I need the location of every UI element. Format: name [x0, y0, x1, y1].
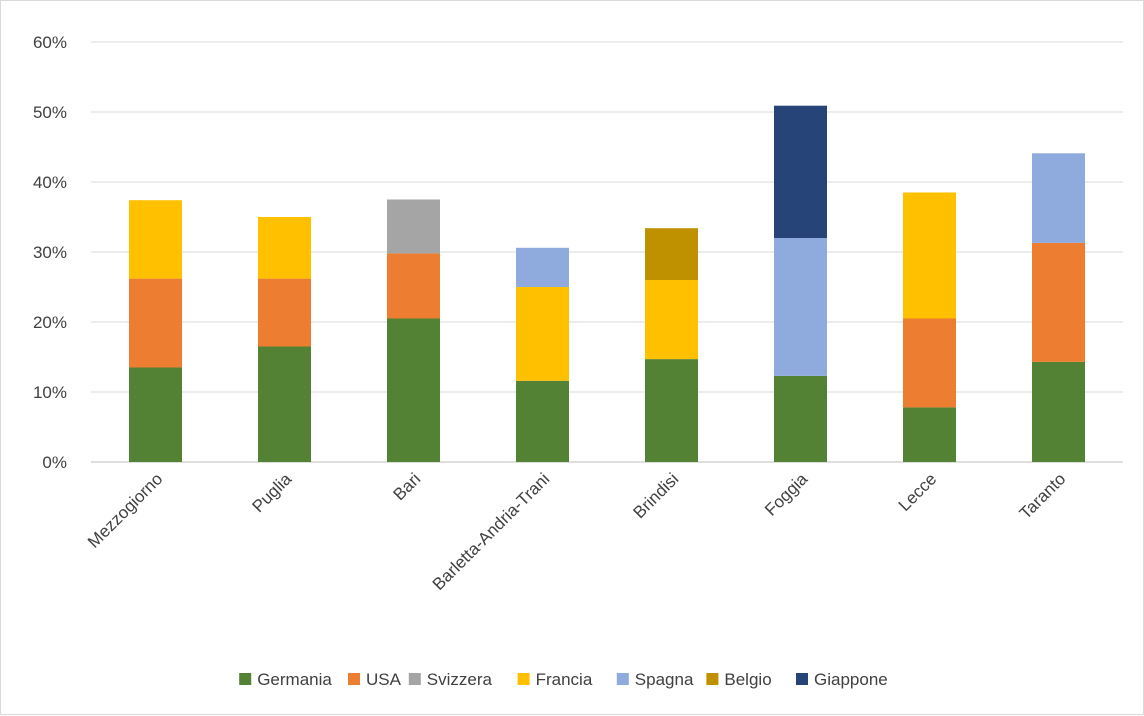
legend-item: USA	[348, 670, 402, 689]
bar-segment	[129, 200, 182, 279]
bar-segment	[774, 105, 827, 238]
bar-segment	[645, 228, 698, 280]
y-tick-label: 10%	[33, 383, 67, 402]
bar-segment	[258, 217, 311, 279]
legend-item: Belgio	[706, 670, 772, 689]
legend-item: Giappone	[796, 670, 888, 689]
bar-segment	[387, 253, 440, 319]
legend-label: Svizzera	[427, 670, 493, 689]
bar-segment	[645, 359, 698, 462]
legend-label: Germania	[257, 670, 332, 689]
legend-item: Germania	[239, 670, 332, 689]
legend-label: Belgio	[724, 670, 771, 689]
legend: Germania USA Svizzera Francia Spagna Belgio Gi…	[239, 670, 888, 689]
bar-segment	[1032, 361, 1085, 462]
bar-segment	[1032, 242, 1085, 362]
bar-segment	[774, 238, 827, 376]
bar-segment	[774, 375, 827, 462]
legend-swatch	[517, 673, 530, 685]
legend-label: USA	[366, 670, 402, 689]
y-tick-label: 0%	[42, 453, 67, 472]
legend-swatch	[616, 673, 629, 685]
bar-segment	[387, 318, 440, 462]
category-label: Mezzogiorno	[84, 469, 166, 551]
legend-label: Spagna	[635, 670, 694, 689]
category-label: Lecce	[895, 469, 941, 515]
legend-swatch	[239, 673, 252, 685]
bar-segment	[645, 280, 698, 360]
bar-segment	[903, 192, 956, 319]
bar-segment	[129, 367, 182, 462]
x-axis-labels: Mezzogiorno Puglia Bari Barletta-Andria-Tra…	[84, 469, 1069, 594]
bar-segment	[516, 380, 569, 462]
category-label: Brindisi	[629, 469, 682, 522]
y-tick-label: 30%	[33, 243, 67, 262]
bar-segment	[903, 407, 956, 462]
legend-swatch	[348, 673, 360, 685]
legend-swatch	[706, 673, 719, 685]
category-label: Bari	[390, 469, 425, 504]
gridlines	[91, 41, 1123, 463]
legend-label: Francia	[536, 670, 593, 689]
legend-swatch	[408, 673, 421, 685]
bar-segment	[903, 318, 956, 408]
legend-item: Svizzera	[408, 670, 493, 689]
bar-segment	[516, 287, 569, 381]
y-tick-label: 40%	[33, 173, 67, 192]
category-label: Barletta-Andria-Trani	[429, 469, 554, 594]
bar-segment	[1032, 153, 1085, 243]
bar-segment	[516, 247, 569, 287]
y-tick-label: 50%	[33, 103, 67, 122]
legend-swatch	[796, 673, 808, 685]
category-label: Foggia	[761, 469, 812, 520]
bar-segment	[258, 346, 311, 462]
y-tick-label: 60%	[33, 33, 67, 52]
legend-item: Spagna	[616, 670, 694, 689]
bar-segment	[129, 278, 182, 368]
bar-segment	[387, 199, 440, 254]
y-tick-label: 20%	[33, 313, 67, 332]
category-label: Taranto	[1016, 469, 1070, 523]
legend-item: Francia	[517, 670, 593, 689]
bar-segment	[258, 278, 311, 347]
y-axis-ticks: 0% 10% 20% 30% 40% 50% 60%	[33, 33, 67, 472]
bars	[129, 105, 1085, 462]
legend-label: Giappone	[814, 670, 888, 689]
category-label: Puglia	[248, 469, 295, 516]
